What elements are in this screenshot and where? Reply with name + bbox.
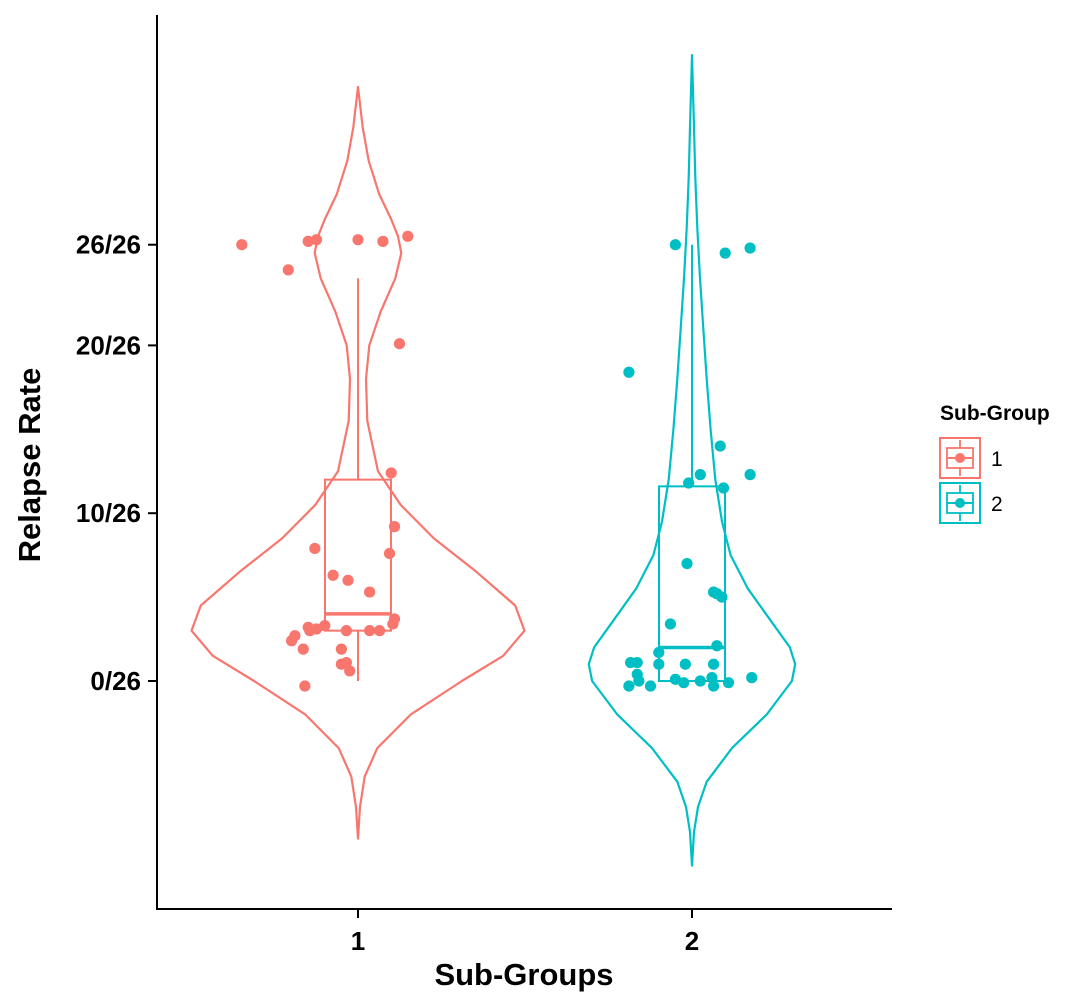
data-point-group-1 [286, 635, 298, 647]
data-point-group-1 [340, 656, 352, 669]
y-tick-label: 26/26 [76, 230, 141, 260]
data-point-group-1 [309, 542, 321, 555]
data-point-group-2 [633, 675, 645, 687]
data-point-group-1 [388, 613, 401, 625]
data-point-group-1 [335, 643, 347, 655]
data-point-group-2 [678, 677, 690, 689]
violin-outline-2 [587, 54, 797, 867]
data-point-group-1 [340, 625, 352, 637]
data-point-group-2 [623, 366, 635, 378]
data-point-group-1 [310, 234, 323, 246]
data-point-group-2 [644, 680, 657, 692]
data-point-group-1 [402, 230, 414, 242]
data-point-group-1 [385, 467, 397, 479]
data-point-group-2 [707, 658, 720, 670]
data-point-group-2 [669, 239, 682, 251]
data-point-group-1 [297, 643, 309, 655]
data-point-group-2 [694, 469, 706, 481]
data-point-group-2 [681, 557, 693, 570]
legend-label-1: 1 [991, 448, 1003, 471]
data-point-group-2 [707, 680, 720, 692]
plot-area [190, 54, 797, 867]
data-point-group-1 [299, 680, 311, 692]
legend-label-2: 2 [991, 493, 1003, 516]
legend-key-point-1 [955, 453, 965, 463]
data-point-group-2 [744, 242, 756, 254]
data-point-group-2 [623, 680, 635, 692]
data-point-group-2 [653, 658, 665, 670]
legend-entries: 12 [939, 437, 1003, 524]
data-point-group-1 [364, 625, 376, 637]
data-point-group-2 [722, 677, 735, 689]
data-point-group-2 [746, 672, 758, 684]
data-point-group-1 [282, 264, 294, 276]
legend-key-box-1 [939, 437, 981, 479]
y-tick-label: 10/26 [76, 498, 141, 528]
data-point-group-1 [352, 234, 364, 246]
data-point-group-1 [383, 547, 396, 560]
data-point-group-1 [327, 569, 339, 581]
data-point-group-2 [711, 640, 723, 652]
legend: Sub-Group 12 [939, 402, 1050, 524]
data-point-group-1 [344, 665, 356, 677]
data-point-group-2 [653, 646, 665, 659]
x-axis-title: Sub-Groups [434, 957, 613, 992]
data-point-group-1 [373, 625, 386, 637]
data-point-group-2 [714, 440, 726, 452]
legend-key-point-2 [955, 498, 965, 508]
y-axis-title: Relapse Rate [12, 368, 47, 563]
y-tick-label: 20/26 [76, 330, 141, 360]
data-point-group-1 [302, 235, 314, 247]
data-point-group-2 [683, 477, 695, 489]
y-axis-ticks: 0/26 10/26 20/26 26/26 [76, 230, 157, 696]
x-tick-label: 1 [351, 926, 365, 956]
data-point-group-1 [377, 235, 389, 247]
data-point-group-1 [302, 621, 314, 633]
legend-key-box-2 [939, 482, 981, 524]
data-point-group-1 [364, 586, 376, 598]
data-point-group-2 [679, 658, 691, 670]
y-tick-label: 0/26 [90, 666, 141, 696]
box-iqr-2 [658, 485, 726, 682]
data-point-group-2 [719, 247, 731, 259]
legend-title: Sub-Group [940, 402, 1050, 425]
data-point-group-1 [236, 239, 248, 251]
data-point-group-2 [664, 618, 677, 630]
data-point-group-1 [388, 521, 401, 533]
data-point-group-1 [393, 338, 406, 350]
x-tick-label: 2 [685, 926, 699, 956]
data-point-group-2 [716, 591, 728, 603]
data-point-group-1 [342, 574, 354, 586]
data-point-group-2 [744, 469, 756, 481]
data-point-group-2 [624, 656, 637, 669]
violin-outline-1 [190, 85, 526, 840]
data-point-group-2 [706, 672, 718, 684]
box-iqr-1 [324, 478, 392, 632]
data-point-group-2 [717, 482, 730, 494]
data-point-group-2 [694, 675, 706, 687]
